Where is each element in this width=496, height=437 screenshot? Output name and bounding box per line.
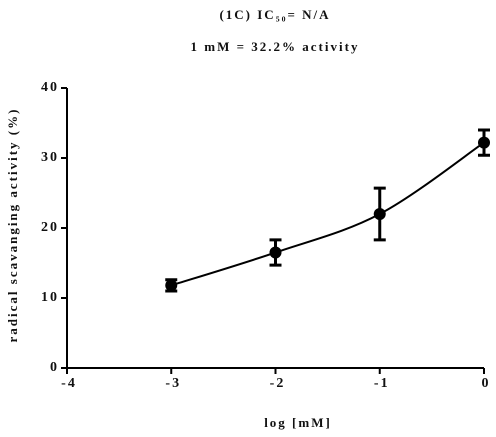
line: [170, 141, 485, 287]
y-tick-label: 0: [50, 360, 59, 375]
y-tick-label: 20: [41, 220, 59, 235]
x-tick-label: -1: [374, 376, 390, 391]
x-tick-label: 0: [482, 376, 491, 391]
data-point: [165, 279, 178, 292]
y-tick-label: 10: [41, 290, 59, 305]
x-tick-label: -2: [270, 376, 286, 391]
data-point: [373, 208, 386, 220]
chart-title: (1C) IC₅₀= N/A: [219, 7, 330, 22]
x-axis-label: log [mM]: [264, 415, 332, 430]
y-tick-label: 30: [41, 150, 59, 165]
data-point: [269, 246, 282, 259]
chart-subtitle: 1 mM = 32.2% activity: [191, 39, 360, 54]
data-point: [478, 136, 490, 149]
x-tick-label: -4: [61, 376, 77, 391]
y-tick-label: 40: [41, 80, 59, 95]
y-axis-label: radical scavanging activity (%): [5, 108, 20, 343]
x-tick-label: -3: [165, 376, 181, 391]
